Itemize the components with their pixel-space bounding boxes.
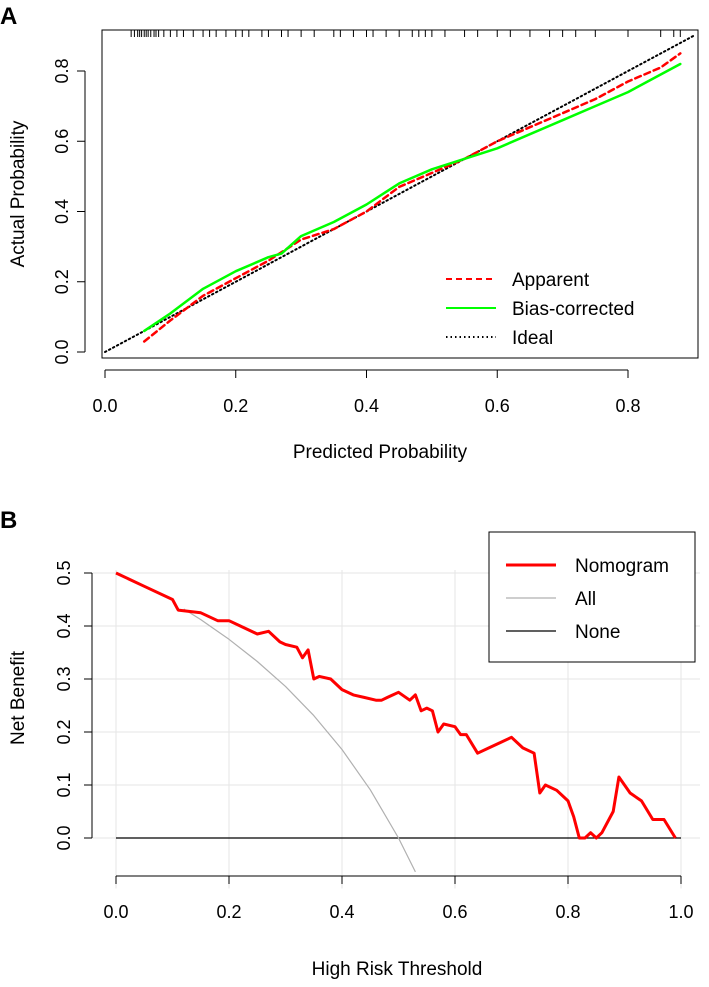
y-tick-label-b: 0.5 [54,560,74,585]
x-tick-label-b: 0.0 [103,902,128,922]
x-tick-label-b: 0.2 [216,902,241,922]
y-tick-label-b: 0.1 [54,772,74,797]
y-tick-label-b: 0.0 [54,825,74,850]
legend-label-apparent: Apparent [512,270,590,291]
x-tick-label-b: 0.4 [329,902,354,922]
x-tick-label-a: 0.4 [354,396,379,416]
y-tick-label-a: 0.6 [52,129,72,154]
series-b [115,571,681,873]
series-line-ideal [104,34,695,353]
panel-b-label: B [0,507,17,534]
x-axis-b: 0.0 0.2 0.4 0.6 0.8 1.0 [103,875,694,922]
y-tick-label-a: 0.2 [52,269,72,294]
x-tick-label-b: 0.8 [555,902,580,922]
plot-a-frame [101,29,699,359]
panel-a-label: A [0,3,17,30]
x-tick-label-a: 0.8 [615,396,640,416]
y-axis-a: 0.0 0.2 0.4 0.6 0.8 [52,58,86,365]
legend-label-all: All [575,589,596,610]
legend-label-nomogram: Nomogram [575,556,669,577]
x-axis-a: 0.0 0.2 0.4 0.6 0.8 [92,369,641,416]
legend-label-none: None [575,622,620,643]
y-axis-b: 0.0 0.1 0.2 0.3 0.4 0.5 [54,560,93,851]
y-tick-label-a: 0.4 [52,199,72,224]
legend-b: Nomogram All None [488,531,696,663]
series-line-apparent [142,52,682,343]
series-line-bias-corrected [142,62,682,333]
x-axis-title-b: High Risk Threshold [312,959,483,980]
panel-a: A 0.0 0.2 0.4 0.6 0.8 0.0 0.2 0.4 0.6 0.8 Predic… [0,3,699,463]
x-axis-title-a: Predicted Probability [293,442,468,463]
legend-label-bias-corrected: Bias-corrected [512,299,635,320]
y-axis-title-b: Net Benefit [8,650,29,745]
y-tick-label-a: 0.0 [52,339,72,364]
legend-a: Apparent Bias-corrected Ideal [446,270,635,349]
y-tick-label-b: 0.3 [54,666,74,691]
y-tick-label-a: 0.8 [52,58,72,83]
rug-marks [130,30,681,37]
series-line-nomogram [115,571,677,840]
series-a [104,34,695,353]
y-tick-label-b: 0.4 [54,613,74,638]
x-tick-label-a: 0.0 [92,396,117,416]
x-tick-label-a: 0.2 [223,396,248,416]
y-axis-title-a: Actual Probability [8,120,29,267]
panel-b: B 0.0 0.2 0.4 0.6 0.8 1.0 0.00.10.20.30.40.5 … [0,507,700,980]
x-tick-label-a: 0.6 [485,396,510,416]
x-tick-label-b: 0.6 [442,902,467,922]
y-tick-label-b: 0.2 [54,719,74,744]
x-tick-label-b: 1.0 [668,902,693,922]
legend-b-box [488,531,696,663]
legend-label-ideal: Ideal [512,328,553,349]
series-line-all [183,608,416,873]
